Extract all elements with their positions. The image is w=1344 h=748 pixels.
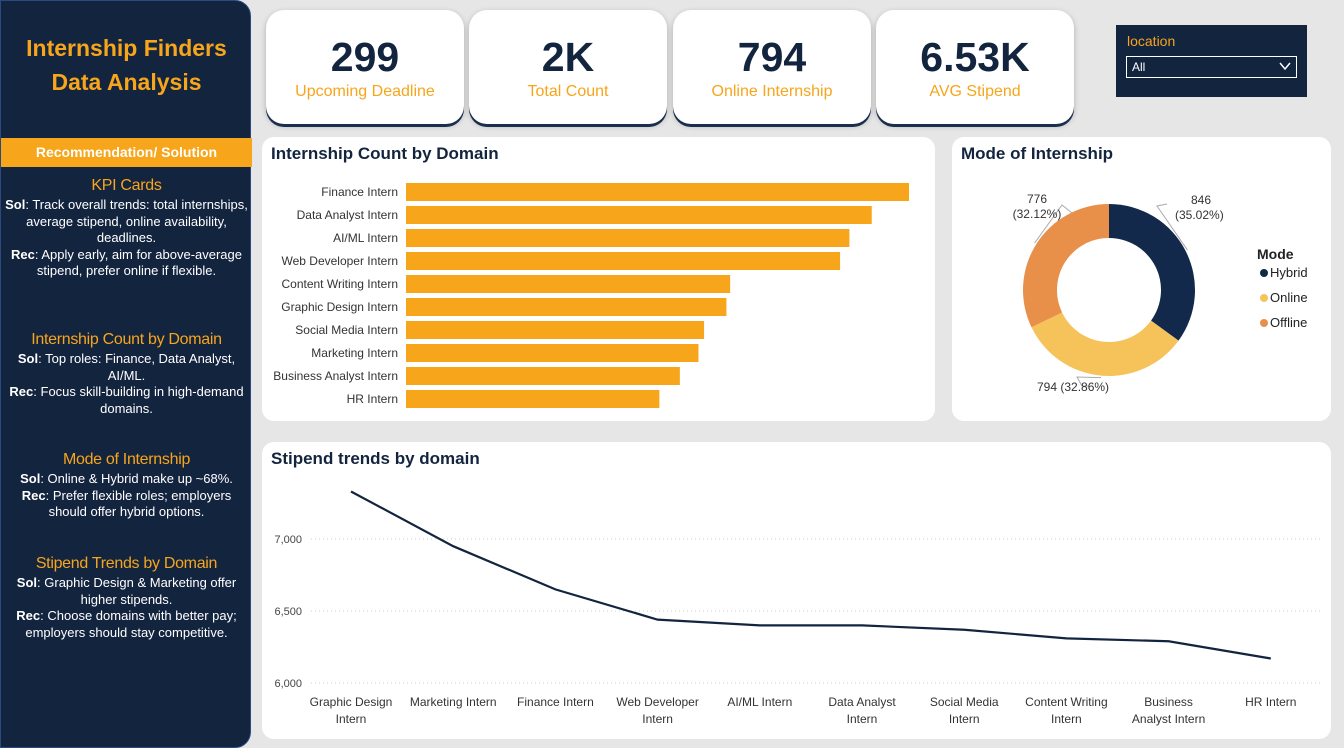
legend-marker <box>1260 294 1268 302</box>
leader-line <box>1076 376 1102 387</box>
kpi-label: Upcoming Deadline <box>295 83 435 100</box>
chart-title: Stipend trends by domain <box>271 449 480 468</box>
rec-section-title: KPI Cards <box>91 177 162 194</box>
x-tick-label: Graphic Design Intern <box>310 695 393 726</box>
app-title: Internship Finders Data Analysis <box>26 35 227 95</box>
sidebar: Internship Finders Data Analysis Recomme… <box>0 0 252 748</box>
rec-rec-text: Rec: Prefer flexible roles; employers sh… <box>21 487 232 520</box>
location-dropdown[interactable]: All <box>1126 56 1297 78</box>
rec-section-title: Mode of Internship <box>62 451 191 468</box>
x-tick-label: Data Analyst Intern <box>828 695 896 726</box>
bar-category-label: Content Writing Intern <box>281 277 398 291</box>
slice-data-label: 846 (35.02%) <box>1175 193 1224 222</box>
bar <box>406 206 872 224</box>
rec-section-stipend: Stipend Trends by Domain Sol: Graphic De… <box>1 555 252 641</box>
bar-category-label: Finance Intern <box>321 185 398 199</box>
location-slicer: location All <box>1116 25 1307 97</box>
recommendation-header: Recommendation/ Solution <box>1 138 252 167</box>
kpi-label: Total Count <box>527 83 609 100</box>
bar <box>406 275 731 293</box>
kpi-value: 2K <box>541 34 595 80</box>
kpi-card-upcoming-deadline[interactable]: 299 Upcoming Deadline <box>266 10 464 124</box>
rec-section-title: Internship Count by Domain <box>31 331 222 348</box>
x-tick-label: Social Media Intern <box>930 695 999 726</box>
legend-label: Online <box>1270 290 1308 305</box>
series-line <box>350 490 1271 660</box>
rec-section-title: Stipend Trends by Domain <box>35 555 218 572</box>
kpi-card-online-internship[interactable]: 794 Online Internship <box>673 10 871 124</box>
bar <box>406 344 699 362</box>
bar <box>406 229 850 247</box>
legend-marker <box>1260 269 1268 277</box>
stipend-trends-panel: Stipend trends by domain 6,000 6,500 7,000… <box>262 442 1331 739</box>
x-tick-label: HR Intern <box>1245 695 1296 709</box>
bar-category-label: Business Analyst Intern <box>273 369 398 383</box>
donut-slice <box>1023 204 1109 328</box>
rec-sol-text: Sol: Top roles: Finance, Data Analyst, A… <box>17 351 236 383</box>
y-tick-label: 7,000 <box>274 534 302 546</box>
leader-line <box>1156 203 1188 251</box>
kpi-value: 6.53K <box>920 34 1030 80</box>
legend-label: Hybrid <box>1270 265 1308 280</box>
rec-rec-text: Rec: Focus skill-building in high-demand… <box>9 384 244 416</box>
donut-slice <box>1109 204 1195 341</box>
internship-count-panel: Internship Count by Domain Finance Inter… <box>262 137 935 421</box>
legend-title: Mode <box>1257 246 1294 262</box>
donut-slice <box>1031 312 1179 376</box>
chart-title: Mode of Internship <box>961 144 1114 163</box>
mode-of-internship-panel: Mode of Internship 846 (35.02%) 794 (32.86… <box>952 137 1331 421</box>
x-tick-label: AI/ML Intern <box>727 695 792 709</box>
x-tick-label: Finance Intern <box>517 695 594 709</box>
slicer-label: location <box>1127 33 1176 49</box>
x-tick-label: Content Writing Intern <box>1025 695 1107 726</box>
bar-chart: Finance Intern Data Analyst Intern AI/ML I… <box>273 183 909 408</box>
kpi-value: 794 <box>737 34 807 80</box>
legend-label: Offline <box>1270 315 1307 330</box>
kpi-label: Online Internship <box>711 83 833 100</box>
bar <box>406 367 680 385</box>
bar <box>406 390 660 408</box>
bar-category-label: AI/ML Intern <box>333 231 398 245</box>
rec-sol-text: Sol: Online & Hybrid make up ~68%. <box>20 471 233 486</box>
chart-title: Internship Count by Domain <box>271 144 499 163</box>
bar <box>406 183 909 201</box>
kpi-card-avg-stipend[interactable]: 6.53K AVG Stipend <box>876 10 1074 124</box>
rec-section-mode: Mode of Internship Sol: Online & Hybrid … <box>1 451 252 521</box>
leader-line <box>1034 204 1073 244</box>
y-tick-label: 6,000 <box>274 678 302 690</box>
chevron-down-icon <box>1278 59 1292 76</box>
slice-data-label: 794 (32.86%) <box>1037 380 1109 394</box>
line-chart: 6,000 6,500 7,000 Graphic Design Intern Marke… <box>274 490 1322 726</box>
slice-data-label: 776 (32.12%) <box>1013 192 1062 221</box>
bar-category-label: Data Analyst Intern <box>297 208 398 222</box>
kpi-value: 299 <box>330 34 400 80</box>
legend-marker <box>1260 319 1268 327</box>
kpi-card-total-count[interactable]: 2K Total Count <box>469 10 667 124</box>
rec-rec-text: Rec: Apply early, aim for above-average … <box>10 246 242 279</box>
rec-section-kpi: KPI Cards Sol: Track overall trends: tot… <box>1 177 252 280</box>
bar <box>406 298 727 316</box>
kpi-label: AVG Stipend <box>929 83 1021 100</box>
bar-category-label: Web Developer Intern <box>281 254 398 268</box>
bar <box>406 321 705 339</box>
x-tick-label: Web Developer Intern <box>616 695 699 726</box>
x-tick-label: Marketing Intern <box>410 695 497 709</box>
rec-sol-text: Sol: Graphic Design & Marketing offer hi… <box>16 575 237 607</box>
bar-category-label: Graphic Design Intern <box>281 300 398 314</box>
bar-category-label: Social Media Intern <box>295 323 398 337</box>
y-tick-label: 6,500 <box>274 606 302 618</box>
rec-rec-text: Rec: Choose domains with better pay; emp… <box>16 608 237 640</box>
bar-category-label: Marketing Intern <box>311 346 398 360</box>
donut-chart: 846 (35.02%) 794 (32.86%) 776 (32.12%) Mode Hy… <box>1013 192 1308 394</box>
rec-section-domain: Internship Count by Domain Sol: Top role… <box>1 331 252 417</box>
x-tick-label: Business Analyst Intern <box>1132 695 1205 726</box>
rec-sol-text: Sol: Track overall trends: total interns… <box>5 197 248 245</box>
bar <box>406 252 841 270</box>
bar-category-label: HR Intern <box>347 392 398 406</box>
dropdown-value: All <box>1132 60 1146 74</box>
